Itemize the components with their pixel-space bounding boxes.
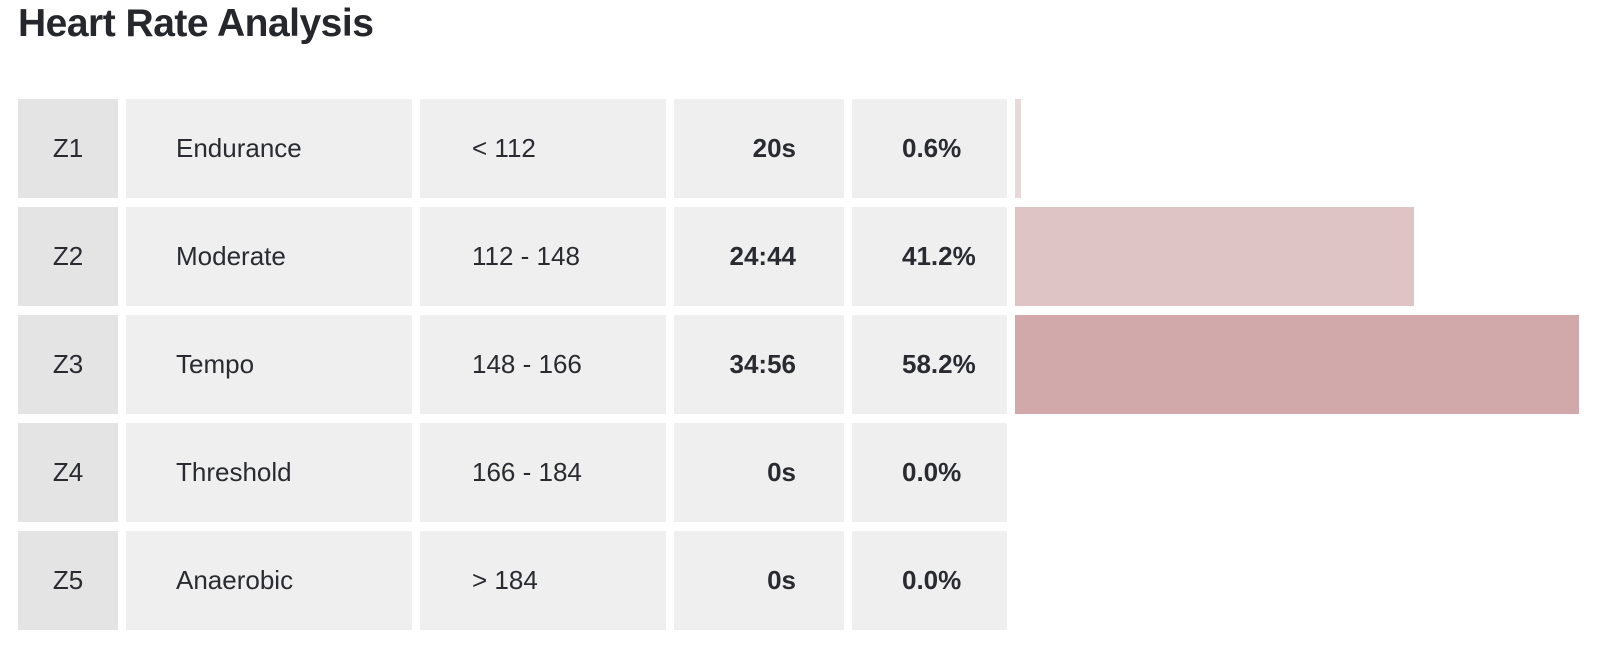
zone-range-cell: > 184: [420, 531, 666, 630]
zone-bar: [1015, 315, 1579, 414]
zone-bar: [1015, 207, 1415, 306]
zone-bar: [1015, 99, 1021, 198]
zone-range-cell: 148 - 166: [420, 315, 666, 414]
zone-row-z5: Z5 Anaerobic > 184 0s 0.0%: [18, 531, 1598, 630]
zone-label-cell: Z2: [18, 207, 118, 306]
zone-bar-track: [1015, 531, 1579, 630]
zone-range-cell: 112 - 148: [420, 207, 666, 306]
zone-percent-cell: 41.2%: [852, 207, 1007, 306]
zone-bar-track: [1015, 423, 1579, 522]
zone-time-cell: 34:56: [674, 315, 844, 414]
zone-percent-cell: 0.0%: [852, 531, 1007, 630]
zone-percent-cell: 0.0%: [852, 423, 1007, 522]
zone-time-cell: 24:44: [674, 207, 844, 306]
zone-bar-track: [1015, 315, 1579, 414]
zone-row-z3: Z3 Tempo 148 - 166 34:56 58.2%: [18, 315, 1598, 414]
zone-percent-cell: 58.2%: [852, 315, 1007, 414]
zone-name-cell: Moderate: [126, 207, 412, 306]
zone-bar-track: [1015, 99, 1579, 198]
zone-label-cell: Z4: [18, 423, 118, 522]
zone-time-cell: 0s: [674, 531, 844, 630]
zone-name-cell: Tempo: [126, 315, 412, 414]
zone-name-cell: Endurance: [126, 99, 412, 198]
zone-percent-cell: 0.6%: [852, 99, 1007, 198]
page-title: Heart Rate Analysis: [18, 2, 374, 45]
zone-time-cell: 0s: [674, 423, 844, 522]
zone-range-cell: 166 - 184: [420, 423, 666, 522]
hr-zone-table: Z1 Endurance < 112 20s 0.6% Z2 Moderate …: [0, 99, 1598, 630]
zone-label-cell: Z3: [18, 315, 118, 414]
zone-name-cell: Anaerobic: [126, 531, 412, 630]
zone-bar-track: [1015, 207, 1579, 306]
zone-row-z1: Z1 Endurance < 112 20s 0.6%: [18, 99, 1598, 198]
zone-row-z4: Z4 Threshold 166 - 184 0s 0.0%: [18, 423, 1598, 522]
zone-time-cell: 20s: [674, 99, 844, 198]
zone-label-cell: Z1: [18, 99, 118, 198]
zone-name-cell: Threshold: [126, 423, 412, 522]
zone-label-cell: Z5: [18, 531, 118, 630]
zone-range-cell: < 112: [420, 99, 666, 198]
zone-row-z2: Z2 Moderate 112 - 148 24:44 41.2%: [18, 207, 1598, 306]
